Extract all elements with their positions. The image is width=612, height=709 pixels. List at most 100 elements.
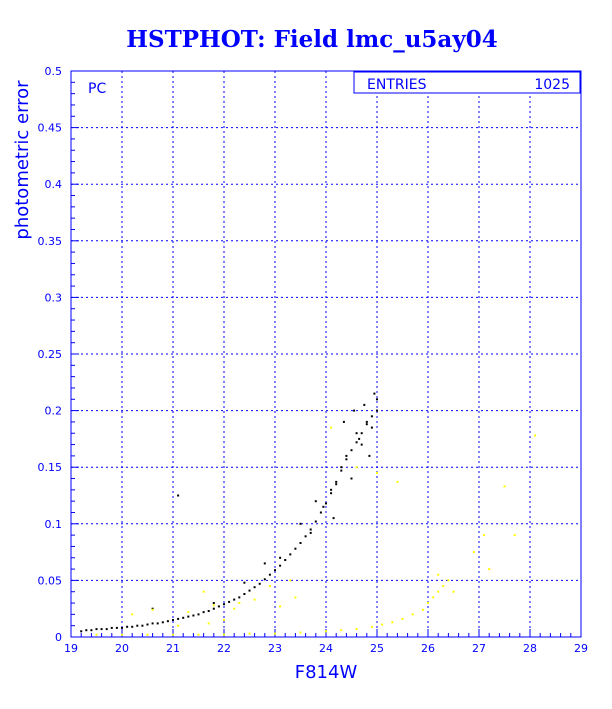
data-point — [373, 392, 376, 395]
data-point — [360, 432, 363, 435]
stats-entries-value: 1025 — [534, 77, 570, 93]
data-point — [294, 596, 297, 599]
data-point — [355, 432, 358, 435]
data-point — [358, 437, 361, 440]
data-point — [332, 517, 335, 520]
data-point — [355, 466, 358, 469]
y-tick-label: 0.45 — [38, 122, 63, 135]
data-points — [80, 392, 537, 636]
data-point — [421, 608, 424, 611]
data-point — [304, 535, 307, 538]
data-point — [279, 605, 282, 608]
data-point — [483, 534, 486, 537]
data-point — [136, 624, 139, 627]
data-point — [350, 477, 353, 480]
data-point — [95, 633, 98, 636]
data-point — [253, 586, 256, 589]
data-point — [437, 573, 440, 576]
data-point — [325, 502, 327, 505]
data-point — [207, 610, 210, 612]
data-point — [95, 628, 98, 631]
stats-box-frame — [353, 71, 581, 94]
data-point — [212, 604, 215, 607]
data-point — [345, 454, 348, 457]
data-point — [370, 625, 373, 628]
data-point — [253, 598, 256, 601]
data-point — [340, 469, 343, 472]
y-tick-label: 0.15 — [38, 461, 63, 474]
data-point — [243, 581, 246, 584]
data-point — [151, 622, 154, 625]
data-point — [192, 614, 195, 617]
yellow-point-series — [95, 426, 537, 636]
data-point — [289, 553, 292, 556]
data-point — [340, 629, 343, 632]
data-point — [401, 617, 404, 620]
data-point — [233, 607, 236, 610]
data-point — [223, 619, 225, 621]
data-point — [207, 622, 210, 625]
data-point — [314, 500, 317, 503]
data-point — [381, 623, 384, 626]
y-tick-label: 0.25 — [38, 348, 63, 361]
data-point — [268, 585, 271, 588]
chart-title: HSTPHOT: Field lmc_u5ay04 — [126, 26, 497, 53]
data-point — [212, 602, 215, 604]
data-point — [228, 600, 231, 603]
data-point — [376, 409, 378, 412]
data-point — [105, 628, 108, 631]
data-point — [212, 607, 215, 610]
data-point — [368, 454, 371, 457]
data-point — [335, 483, 338, 486]
data-point — [279, 564, 282, 567]
grid-lines — [71, 71, 581, 637]
x-tick-label: 23 — [268, 642, 282, 655]
data-point — [360, 443, 363, 446]
data-point — [187, 611, 190, 614]
x-tick-label: 24 — [319, 642, 333, 655]
data-point — [365, 423, 368, 426]
data-point — [197, 633, 200, 636]
data-point — [100, 628, 103, 631]
data-point — [355, 628, 358, 631]
data-point — [166, 620, 169, 623]
x-axis-ticks: 19 20 21 22 23 24 25 26 27 28 29 — [64, 629, 588, 655]
data-point — [330, 426, 333, 429]
data-point — [126, 625, 129, 628]
data-point — [325, 630, 327, 633]
data-point — [284, 559, 287, 561]
data-point — [141, 624, 144, 627]
data-point — [363, 403, 366, 406]
data-point — [370, 415, 373, 418]
data-point — [202, 590, 205, 593]
data-point — [202, 611, 205, 614]
data-point — [274, 632, 276, 635]
data-point — [370, 426, 373, 429]
data-point — [197, 613, 200, 616]
x-tick-label: 26 — [421, 642, 435, 655]
data-point — [80, 630, 83, 633]
data-point — [330, 492, 333, 495]
data-point — [376, 398, 378, 401]
data-point — [177, 617, 180, 620]
data-point — [115, 626, 118, 629]
data-point — [146, 633, 149, 636]
data-point — [131, 613, 134, 616]
data-point — [172, 633, 174, 636]
data-point — [263, 562, 266, 565]
data-point — [342, 420, 345, 423]
data-point — [391, 621, 394, 624]
y-tick-label: 0 — [55, 631, 62, 644]
data-point — [452, 590, 455, 593]
data-point — [263, 578, 266, 581]
data-point — [447, 579, 450, 582]
data-point — [472, 551, 475, 554]
x-tick-label: 27 — [472, 642, 486, 655]
y-tick-label: 0.4 — [45, 178, 63, 191]
data-point — [442, 585, 445, 588]
data-point — [299, 631, 302, 634]
data-point — [299, 542, 302, 544]
data-point — [131, 625, 134, 628]
